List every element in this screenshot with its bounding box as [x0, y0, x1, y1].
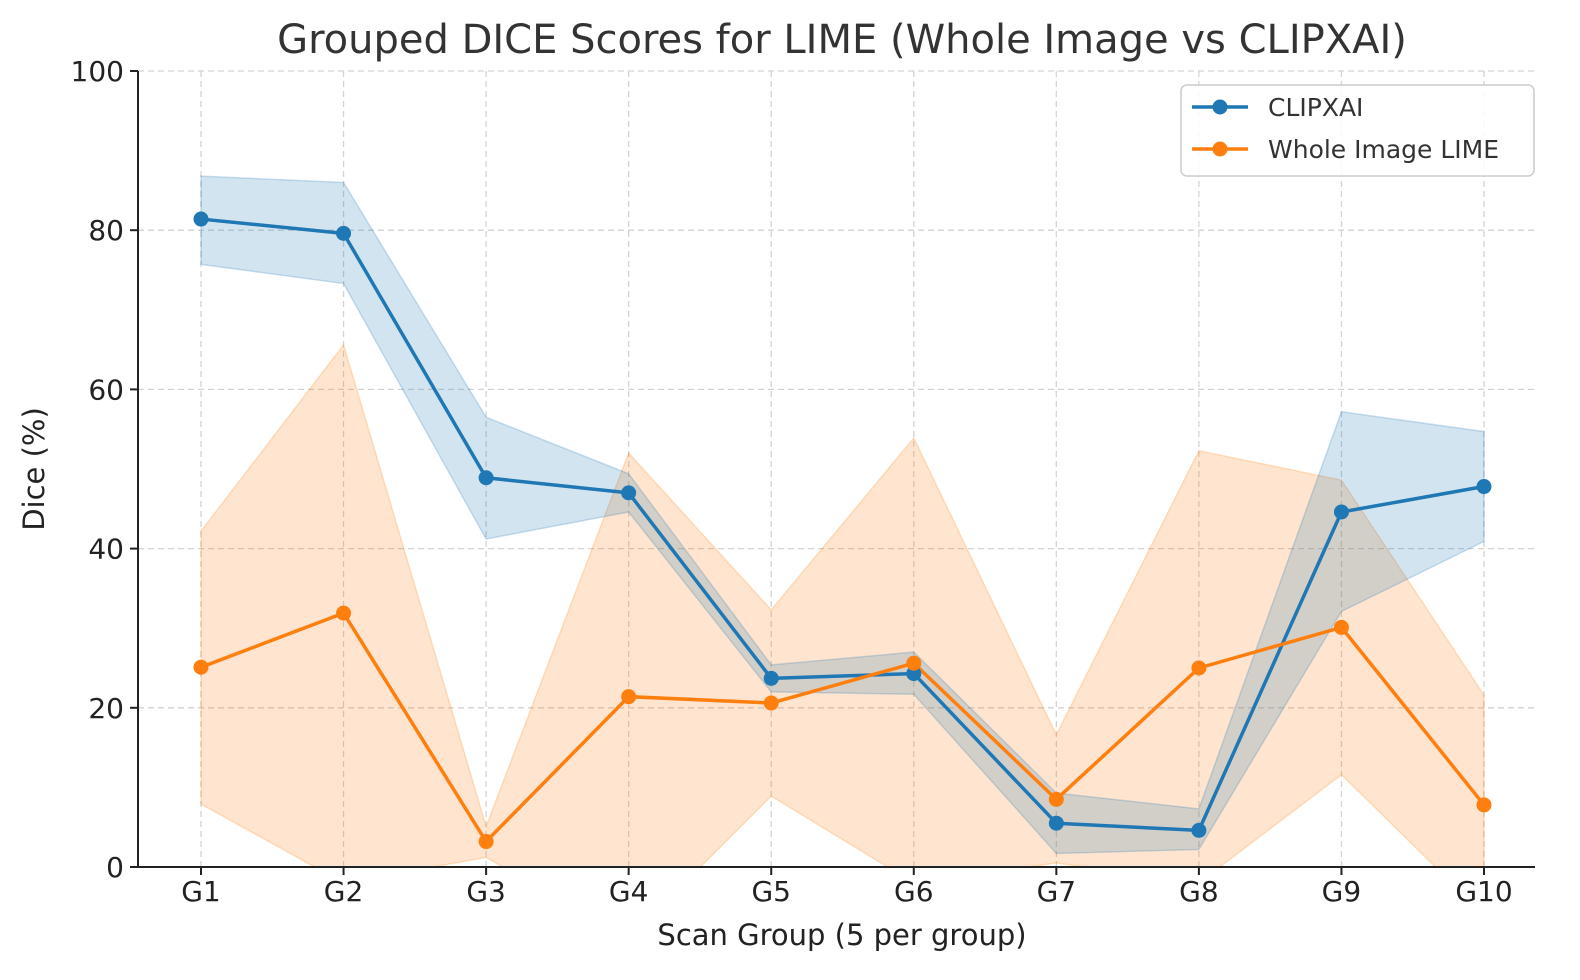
point-clipxai-g10 — [1476, 479, 1492, 495]
legend-item-whole-image-lime: Whole Image LIME — [1192, 135, 1499, 164]
x-tick-label: G2 — [324, 875, 364, 908]
y-tick-label: 40 — [88, 533, 124, 566]
point-whole-image-lime-g3 — [478, 834, 494, 850]
point-clipxai-g9 — [1333, 504, 1349, 520]
band-clipxai — [200, 175, 1485, 855]
point-clipxai-g3 — [478, 470, 494, 486]
legend-marker-clipxai — [1212, 99, 1228, 115]
x-tick-label: G5 — [751, 875, 791, 908]
x-tick-label: G9 — [1322, 875, 1362, 908]
x-axis-label: Scan Group (5 per group) — [657, 918, 1026, 952]
point-clipxai-g6 — [906, 666, 922, 682]
y-tick-label: 80 — [88, 214, 124, 247]
point-whole-image-lime-g10 — [1476, 797, 1492, 813]
x-tick-label: G3 — [466, 875, 506, 908]
grid-layer — [138, 70, 1535, 868]
legend-item-clipxai: CLIPXAI — [1192, 93, 1363, 122]
y-tick-label: 0 — [106, 851, 124, 884]
point-whole-image-lime-g4 — [621, 689, 637, 705]
y-axis-label: Dice (%) — [17, 407, 51, 531]
y-tick-label: 20 — [88, 692, 124, 725]
point-clipxai-g2 — [336, 225, 352, 241]
series-lines — [199, 217, 1486, 844]
x-tick-label: G4 — [609, 875, 649, 908]
x-tick-label: G8 — [1179, 875, 1219, 908]
y-tick-label: 100 — [71, 55, 124, 88]
point-clipxai-g7 — [1048, 815, 1064, 831]
legend: CLIPXAI Whole Image LIME — [1180, 84, 1535, 177]
point-clipxai-g5 — [763, 670, 779, 686]
x-tick-label: G7 — [1037, 875, 1077, 908]
point-whole-image-lime-g7 — [1048, 791, 1064, 807]
point-whole-image-lime-g5 — [763, 695, 779, 711]
series-points — [193, 211, 1492, 850]
axis-ticks: 0 20 40 60 80 100 G1 G2 G3 G4 G5 G6 G7 G8 G9 G10 — [71, 55, 1513, 908]
line-clipxai — [199, 217, 1486, 833]
y-tick-label: 60 — [88, 373, 124, 406]
x-tick-label: G10 — [1455, 875, 1512, 908]
point-clipxai-g8 — [1191, 822, 1207, 838]
confidence-bands — [200, 175, 1485, 867]
point-whole-image-lime-g2 — [336, 605, 352, 621]
point-whole-image-lime-g6 — [906, 655, 922, 671]
point-whole-image-lime-g9 — [1333, 619, 1349, 635]
x-tick-label: G6 — [894, 875, 934, 908]
band-whole-image-lime — [200, 343, 1485, 867]
point-whole-image-lime-g1 — [193, 659, 209, 675]
chart-title: Grouped DICE Scores for LIME (Whole Imag… — [277, 17, 1407, 63]
point-whole-image-lime-g8 — [1191, 660, 1207, 676]
line-whole-image-lime — [199, 611, 1486, 844]
point-clipxai-g4 — [621, 485, 637, 501]
x-tick-label: G1 — [181, 875, 221, 908]
legend-label-whole-image-lime: Whole Image LIME — [1268, 135, 1499, 164]
legend-label-clipxai: CLIPXAI — [1268, 93, 1363, 122]
point-clipxai-g1 — [193, 211, 209, 227]
legend-box — [1180, 84, 1535, 177]
legend-marker-whole-image-lime — [1212, 141, 1228, 157]
